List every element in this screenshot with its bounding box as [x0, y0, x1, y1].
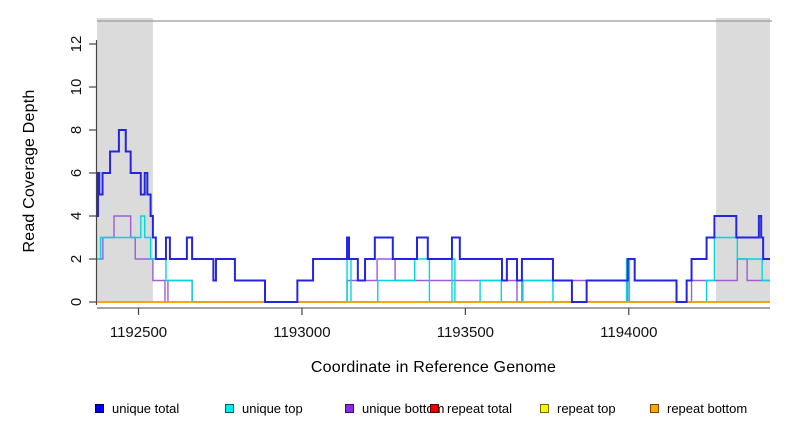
legend-label: repeat total — [447, 400, 513, 416]
series-unique-total — [96, 129, 770, 303]
y-axis-title: Read Coverage Depth — [21, 89, 38, 253]
legend-item-unique-total: unique total — [95, 399, 179, 417]
legend-item-repeat-total: repeat total — [430, 399, 512, 417]
legend-item-unique-bottom: unique bottom — [345, 399, 444, 417]
legend: unique total unique top unique bottom repea… — [0, 399, 792, 423]
x-axis-title: Coordinate in Reference Genome — [310, 359, 557, 376]
legend-label: repeat bottom — [667, 400, 748, 416]
shaded-region-1 — [716, 18, 770, 302]
y-tick-label: 4 — [68, 212, 85, 220]
legend-label: unique top — [242, 400, 303, 416]
legend-label: unique total — [112, 400, 180, 416]
y-tick-label: 2 — [68, 255, 85, 263]
x-tick-label: 1193000 — [273, 324, 330, 341]
y-tick-label: 0 — [68, 298, 85, 306]
legend-item-repeat-bottom: repeat bottom — [650, 399, 747, 417]
x-tick-label: 1193500 — [437, 324, 494, 341]
legend-swatch-unique-total — [95, 403, 104, 413]
series-unique-top — [97, 215, 770, 303]
legend-label: unique bottom — [362, 400, 445, 416]
x-tick-label: 1192500 — [110, 324, 167, 341]
legend-item-unique-top: unique top — [225, 399, 303, 417]
shaded-region-0 — [97, 18, 153, 302]
legend-swatch-repeat-top — [540, 403, 549, 413]
legend-swatch-unique-bottom — [345, 403, 354, 413]
legend-item-repeat-top: repeat top — [540, 399, 616, 417]
y-tick-label: 10 — [68, 79, 85, 96]
x-tick-label: 1194000 — [600, 324, 657, 341]
legend-swatch-repeat-bottom — [650, 403, 659, 413]
legend-swatch-unique-top — [225, 403, 234, 413]
legend-swatch-repeat-total — [430, 403, 439, 413]
y-tick-label: 12 — [68, 36, 85, 53]
y-tick-label: 6 — [68, 169, 85, 177]
legend-label: repeat top — [557, 400, 616, 416]
y-tick-label: 8 — [68, 126, 85, 134]
